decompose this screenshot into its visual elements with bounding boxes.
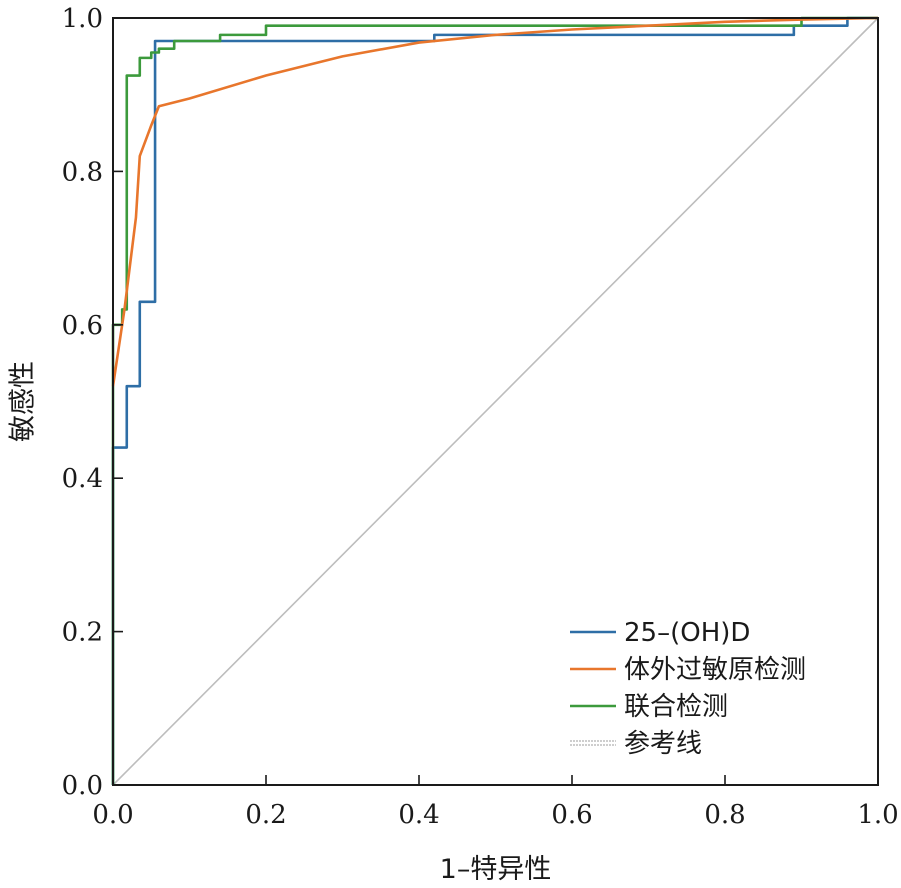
x-tick-label: 0.2 (245, 800, 286, 830)
reference-line (112, 17, 879, 786)
x-tick-label: 1.0 (857, 800, 898, 830)
x-axis-title: 1–特异性 (440, 854, 552, 885)
y-axis-title: 敏感性 (8, 361, 39, 442)
legend-label: 25–(OH)D (624, 618, 750, 648)
x-tick-label: 0.8 (704, 800, 745, 830)
legend-label: 联合检测 (624, 692, 728, 722)
y-tick-label: 0.4 (62, 464, 103, 494)
axes: 0.0 0.2 0.4 0.6 0.8 1.0 0.0 0.2 0.4 0.6 0.8 1.0 (62, 4, 899, 830)
y-tick-label: 1.0 (62, 4, 103, 34)
legend-label: 体外过敏原检测 (624, 655, 806, 685)
series-line-1 (111, 16, 879, 387)
series-line-0 (111, 16, 878, 785)
plot-area (111, 16, 879, 786)
x-tick-label: 0.0 (92, 800, 133, 830)
y-tick-label: 0.0 (62, 771, 103, 801)
x-tick-label: 0.6 (551, 800, 592, 830)
y-tick-label: 0.8 (62, 157, 103, 187)
x-tick-label: 0.4 (398, 800, 439, 830)
y-tick-label: 0.6 (62, 311, 103, 341)
y-tick-label: 0.2 (62, 618, 103, 648)
legend-label: 参考线 (624, 729, 702, 759)
plot-frame (112, 17, 879, 786)
